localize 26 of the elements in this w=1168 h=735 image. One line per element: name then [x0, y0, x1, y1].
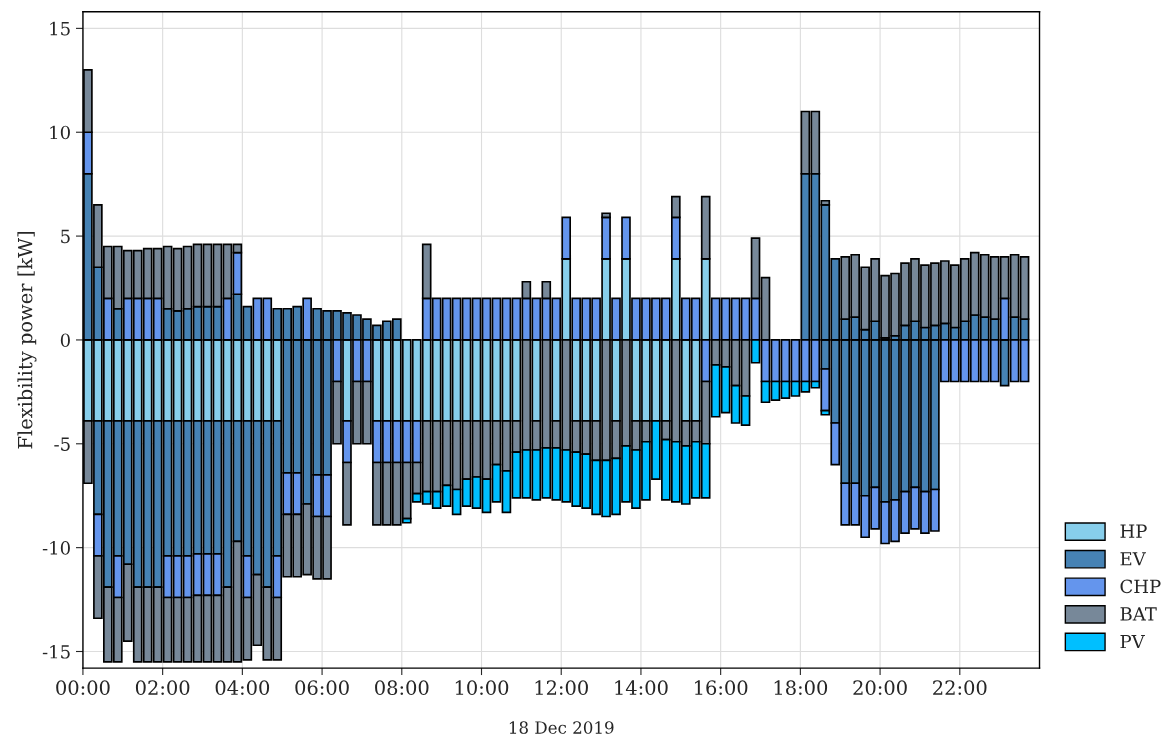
y-tick-label: 5 [61, 229, 70, 244]
x-tick-label: 08:00 [375, 680, 429, 695]
y-tick-label: 0 [60, 333, 70, 348]
x-tick-label: 00:00 [56, 680, 110, 695]
x-tick-label: 12:00 [535, 680, 588, 695]
x-tick-label: 22:00 [933, 680, 987, 695]
y-tick-label: -10 [42, 541, 70, 555]
legend-label: PV [1120, 634, 1145, 649]
x-tick-label: 06:00 [295, 680, 349, 695]
legend-label: BAT [1120, 607, 1157, 621]
y-axis-title: Flexibility power [kW] [17, 232, 37, 449]
x-tick-label: 18:00 [774, 680, 828, 695]
legend-label: HP [1120, 524, 1147, 538]
y-tick-label: -15 [42, 644, 70, 659]
legend-label: EV [1120, 552, 1146, 566]
x-tick-label: 04:00 [215, 680, 270, 695]
x-tick-label: 14:00 [615, 680, 668, 695]
x-tick-label: 02:00 [135, 680, 190, 695]
legend-label: CHP [1120, 579, 1161, 594]
y-tick-label: -5 [54, 437, 70, 451]
x-tick-label: 20:00 [853, 680, 907, 695]
y-tick-label: 15 [50, 21, 70, 36]
x-tick-label: 10:00 [455, 680, 509, 695]
y-tick-label: 10 [50, 125, 70, 140]
x-axis-title: 18 Dec 2019 [509, 721, 614, 734]
x-tick-label: 16:00 [695, 680, 748, 695]
